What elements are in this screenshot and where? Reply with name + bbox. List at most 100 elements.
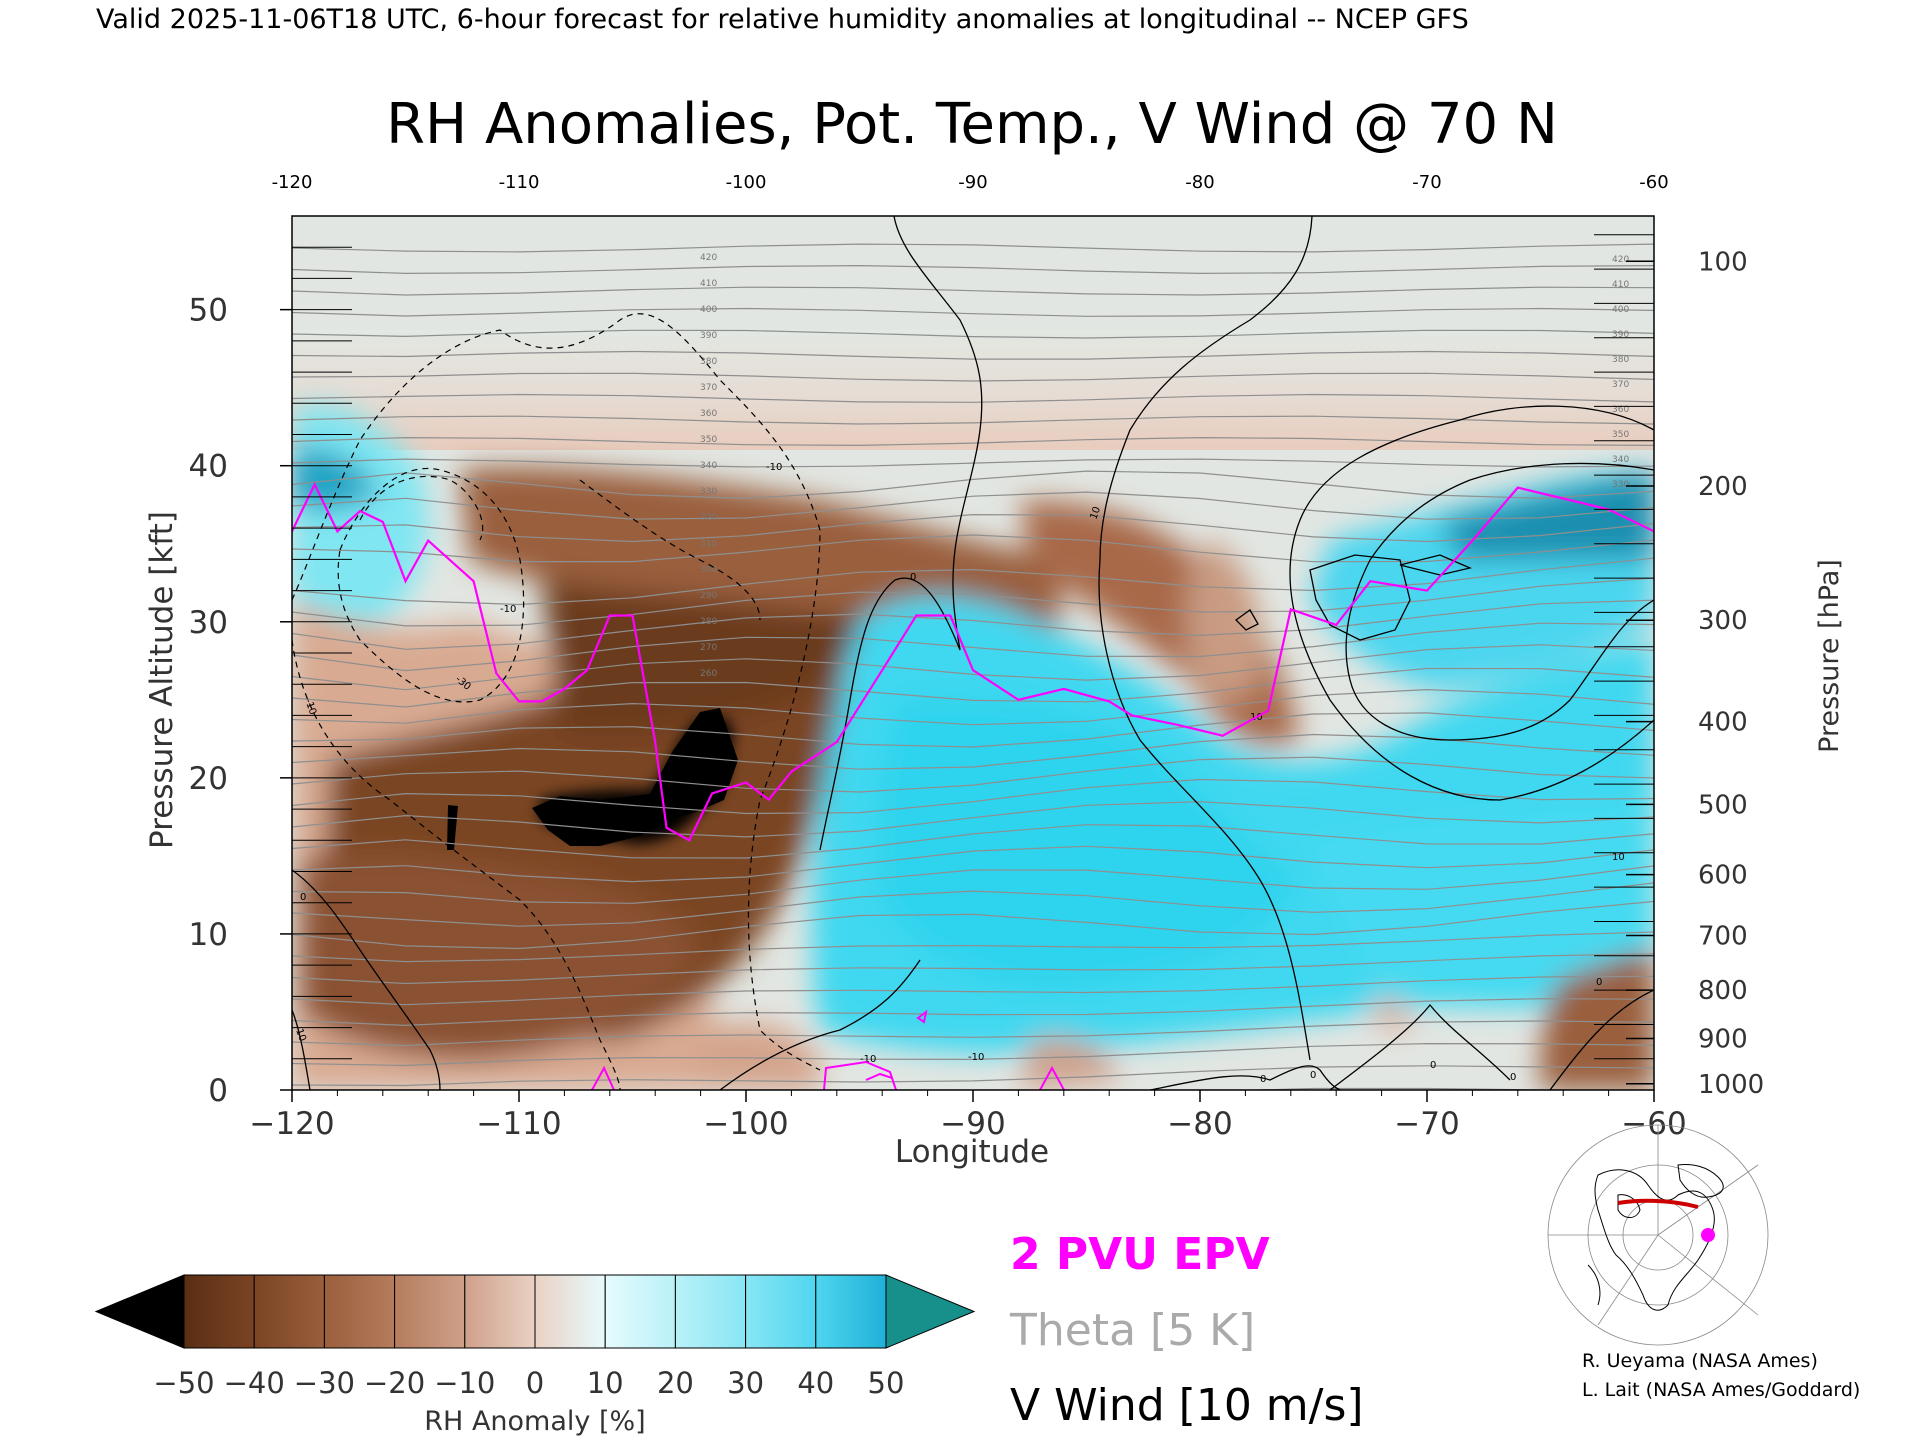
theta-label: 410 bbox=[700, 279, 717, 289]
top-x-tick-label: -110 bbox=[499, 172, 540, 193]
theta-label-right: 360 bbox=[1612, 405, 1629, 415]
theta-isentrope bbox=[292, 243, 1654, 253]
colorbar-segment bbox=[394, 1274, 466, 1349]
pressure-tick-label: 200 bbox=[1698, 472, 1748, 502]
theta-isentrope bbox=[292, 534, 1654, 563]
colorbar-tick-label: −30 bbox=[294, 1366, 355, 1400]
y-tick-label: 20 bbox=[189, 761, 228, 797]
theta-isentrope bbox=[292, 264, 1654, 275]
theta-isentrope bbox=[292, 372, 1654, 382]
legend-vwind: V Wind [10 m/s] bbox=[1010, 1380, 1364, 1431]
svg-text:0: 0 bbox=[1430, 1060, 1436, 1071]
y-tick-label: 40 bbox=[189, 449, 228, 485]
theta-isentrope bbox=[292, 998, 1654, 1027]
locator-marker bbox=[1701, 1228, 1715, 1242]
epv-2pvu-line bbox=[292, 481, 1654, 842]
x-tick-label: −100 bbox=[703, 1106, 788, 1142]
theta-label: 290 bbox=[700, 591, 717, 601]
x-tick-label: −70 bbox=[1394, 1106, 1459, 1142]
pressure-tick-label: 700 bbox=[1698, 921, 1748, 951]
theta-label-right: 380 bbox=[1612, 355, 1629, 365]
colorbar-segment bbox=[253, 1274, 325, 1349]
theta-label-right: 410 bbox=[1612, 280, 1629, 290]
theta-label-right: 340 bbox=[1612, 455, 1629, 465]
theta-contours bbox=[292, 243, 1654, 1090]
y-tick-label: 50 bbox=[189, 293, 228, 329]
svg-text:10: 10 bbox=[1088, 505, 1103, 521]
top-x-tick-label: -60 bbox=[1639, 172, 1668, 193]
theta-isentrope bbox=[292, 1042, 1654, 1067]
rh-anomaly-field: 420 410 400 390 380 370 360 350 340 330 320 310 300 2… bbox=[292, 216, 1654, 1090]
theta-label: 340 bbox=[700, 461, 717, 471]
y-axis-right-label: Pressure [hPa] bbox=[1814, 559, 1845, 753]
theta-isentrope bbox=[292, 491, 1654, 520]
colorbar-segment bbox=[674, 1274, 747, 1349]
svg-text:0: 0 bbox=[1596, 977, 1602, 988]
colorbar-segment bbox=[323, 1274, 396, 1349]
theta-label-right: 330 bbox=[1612, 480, 1629, 490]
pressure-tick-label: 500 bbox=[1698, 790, 1748, 820]
top-x-tick-label: -100 bbox=[726, 172, 767, 193]
colorbar-tick-label: 40 bbox=[797, 1366, 834, 1400]
svg-text:-10: -10 bbox=[860, 1054, 876, 1065]
theta-label: 350 bbox=[700, 435, 717, 445]
colorbar-tick-label: −40 bbox=[224, 1366, 285, 1400]
theta-label: 380 bbox=[700, 357, 717, 367]
theta-isentrope bbox=[292, 458, 1654, 468]
x-tick-label: −80 bbox=[1167, 1106, 1232, 1142]
theta-isentrope bbox=[292, 644, 1654, 691]
y-axis-left-label: Pressure Altitude [kft] bbox=[144, 511, 180, 849]
theta-isentrope bbox=[292, 599, 1654, 650]
pressure-tick-label: 800 bbox=[1698, 976, 1748, 1006]
theta-label-right: 420 bbox=[1612, 255, 1629, 265]
v-wind-negative-contours bbox=[292, 313, 821, 1090]
top-x-tick-label: -80 bbox=[1185, 172, 1214, 193]
colorbar-segment bbox=[183, 1274, 255, 1349]
svg-text:0: 0 bbox=[300, 892, 306, 903]
colorbar-tick-label: −10 bbox=[434, 1366, 495, 1400]
pressure-tick-label: 100 bbox=[1698, 247, 1748, 277]
theta-isentrope bbox=[292, 953, 1654, 985]
theta-label: 320 bbox=[700, 513, 717, 523]
theta-label: 270 bbox=[700, 643, 717, 653]
theta-isentrope bbox=[292, 801, 1654, 838]
svg-text:-10: -10 bbox=[968, 1052, 984, 1063]
y-tick-label: 0 bbox=[208, 1073, 228, 1109]
theta-isentrope bbox=[292, 882, 1654, 927]
svg-text:-10: -10 bbox=[500, 604, 516, 615]
pressure-tick-label: 1000 bbox=[1698, 1070, 1764, 1100]
x-tick-label: −110 bbox=[476, 1106, 561, 1142]
theta-isentrope bbox=[292, 865, 1654, 904]
legend-theta: Theta [5 K] bbox=[1009, 1305, 1255, 1356]
legend-epv: 2 PVU EPV bbox=[1010, 1229, 1270, 1280]
theta-label: 360 bbox=[700, 409, 717, 419]
theta-isentrope bbox=[292, 470, 1654, 500]
colorbar-tick-label: 20 bbox=[657, 1366, 694, 1400]
pressure-tick-label: 600 bbox=[1698, 861, 1748, 891]
theta-isentrope bbox=[292, 778, 1654, 815]
colorbar-over-arrow bbox=[885, 1274, 976, 1349]
top-x-axis: -120 -110 -100 -90 -80 -70 -60 bbox=[272, 172, 1669, 193]
y-axis-left: 0 10 20 30 40 50 bbox=[189, 246, 352, 1109]
theta-isentrope bbox=[292, 577, 1654, 627]
theta-isentrope bbox=[292, 1020, 1654, 1047]
credit-1: R. Ueyama (NASA Ames) bbox=[1582, 1350, 1818, 1372]
y-tick-label: 30 bbox=[189, 605, 228, 641]
theta-label: 330 bbox=[700, 487, 717, 497]
chart-title: RH Anomalies, Pot. Temp., V Wind @ 70 N bbox=[386, 92, 1558, 157]
colorbar-tick-label: 50 bbox=[868, 1366, 905, 1400]
theta-label-right: 350 bbox=[1612, 430, 1629, 440]
colorbar-tick-label: −20 bbox=[364, 1366, 425, 1400]
colorbar-segment bbox=[745, 1274, 817, 1349]
svg-text:0: 0 bbox=[1510, 1072, 1516, 1083]
theta-isentrope bbox=[292, 622, 1654, 672]
x-axis: −120 −110 −100 −90 −80 −70 −60 bbox=[249, 1090, 1687, 1142]
epv-minor-segments bbox=[591, 1009, 1065, 1090]
theta-label: 400 bbox=[700, 305, 717, 315]
theta-isentrope bbox=[292, 307, 1654, 317]
theta-isentrope bbox=[292, 393, 1654, 403]
theta-label-right: 400 bbox=[1612, 305, 1629, 315]
theta-isentrope bbox=[292, 350, 1654, 360]
theta-isentrope bbox=[292, 900, 1654, 950]
